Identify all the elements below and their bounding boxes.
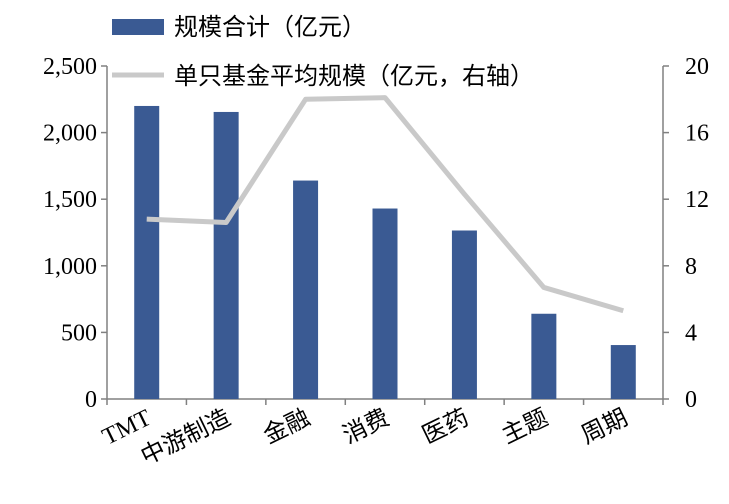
y-right-tick-label: 12 <box>685 187 709 213</box>
x-category-label: 中游制造 <box>137 404 235 470</box>
bar <box>134 105 160 400</box>
legend-line-label: 单只基金平均规模（亿元，右轴） <box>174 63 534 90</box>
y-right-tick-label: 8 <box>685 254 697 280</box>
x-category-label: 医药 <box>418 404 473 449</box>
bar-series <box>134 105 636 400</box>
bar <box>451 230 477 399</box>
x-category-label: 主题 <box>498 404 553 449</box>
x-category-label: 周期 <box>577 405 632 449</box>
y-right-tick-label: 20 <box>685 54 709 80</box>
y-left-tick-label: 0 <box>85 387 97 413</box>
bar <box>372 208 398 399</box>
y-right-tick-label: 4 <box>685 320 697 346</box>
y-left-tick-label: 1,000 <box>43 254 97 280</box>
legend: 规模合计（亿元） 单只基金平均规模（亿元，右轴） <box>112 14 534 90</box>
x-category-label: 金融 <box>259 404 314 449</box>
bar <box>531 313 557 399</box>
legend-bar-swatch <box>112 19 164 35</box>
bar <box>213 111 239 399</box>
y-left-tick-label: 500 <box>61 320 97 346</box>
y-left-tick-label: 1,500 <box>43 187 97 213</box>
y-left-tick-label: 2,500 <box>43 54 97 80</box>
x-category-label: 消费 <box>339 404 394 449</box>
y-right-tick-label: 0 <box>685 387 697 413</box>
line-series <box>146 95 624 314</box>
y-left-tick-label: 2,000 <box>43 121 97 147</box>
bar <box>610 345 636 399</box>
y-right-tick-label: 16 <box>685 121 709 147</box>
legend-bar-label: 规模合计（亿元） <box>174 14 366 41</box>
bar <box>293 180 319 399</box>
line-path <box>146 95 624 314</box>
